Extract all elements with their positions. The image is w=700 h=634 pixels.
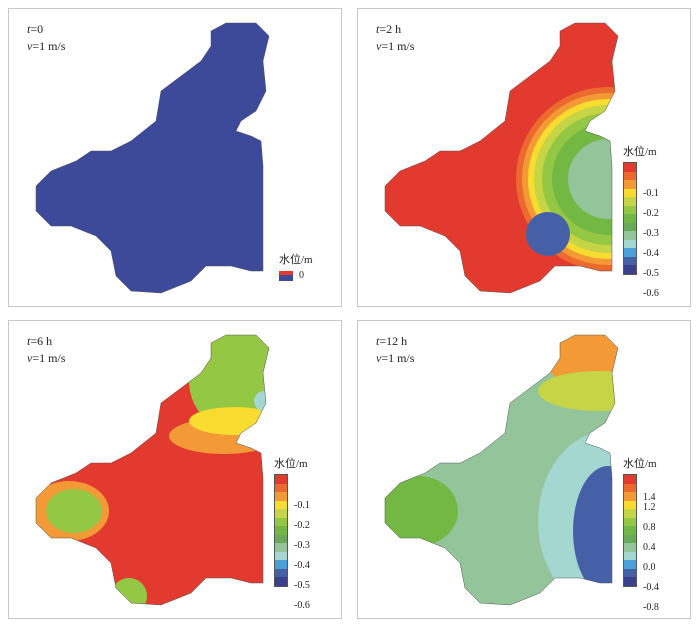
colorbar-swatch <box>624 239 636 248</box>
legend-tick: -0.6 <box>294 600 310 611</box>
colorbar-swatch <box>624 492 636 501</box>
legend-tick: -0.3 <box>643 228 659 239</box>
colorbar-swatch <box>275 492 287 501</box>
colorbar-swatch <box>624 222 636 231</box>
legend-tick: -0.5 <box>643 268 659 279</box>
colorbar-swatch <box>624 163 636 172</box>
legend-tick: -0.2 <box>294 520 310 531</box>
colorbar-swatch <box>275 560 287 569</box>
colorbar <box>623 162 637 275</box>
legend-tick: 1.2 <box>643 502 656 513</box>
panel-caption: t=6 h v=1 m/s <box>27 334 66 365</box>
colorbar-swatch <box>624 509 636 518</box>
legend-swatch <box>279 270 293 281</box>
colorbar-swatch <box>624 231 636 240</box>
legend-tick: 0.4 <box>643 542 656 553</box>
colorbar <box>623 474 637 587</box>
colorbar-swatch <box>275 526 287 535</box>
legend-tick: 0.8 <box>643 522 656 533</box>
map-panel-1: t=0 v=1 m/s 水位/m 0 <box>8 8 342 307</box>
colorbar-swatch <box>624 483 636 492</box>
legend-tick: 0.0 <box>643 562 656 573</box>
colorbar-swatch <box>275 577 287 586</box>
legend-tick: -0.4 <box>294 560 310 571</box>
legend-tick: -0.8 <box>643 602 659 613</box>
colorbar-swatch <box>624 265 636 274</box>
legend-title: 水位/m <box>623 146 657 158</box>
lake-water-level-map <box>384 22 619 294</box>
legend-title: 水位/m <box>623 458 657 470</box>
legend-tick: 1.4 <box>643 492 656 503</box>
colorbar-swatch <box>624 248 636 257</box>
colorbar-swatch <box>275 500 287 509</box>
legend-tick: -0.1 <box>643 188 659 199</box>
colorbar-swatch <box>624 577 636 586</box>
colorbar-swatch <box>624 205 636 214</box>
colorbar-swatch <box>275 534 287 543</box>
colorbar-legend: 水位/m -0.1 -0.2 -0.3 -0.4 -0.5 -0.6 <box>623 143 659 299</box>
colorbar-swatch <box>275 483 287 492</box>
legend-tick: 0 <box>299 270 304 281</box>
legend-tick: -0.4 <box>643 582 659 593</box>
colorbar-swatch <box>624 517 636 526</box>
colorbar-swatch <box>624 560 636 569</box>
colorbar-swatch <box>275 517 287 526</box>
map-panel-3: t=6 h v=1 m/s 水位/m -0.1 -0.2 -0.3 -0.4 -0.5 -0.6 <box>8 320 342 619</box>
panel-caption: t=0 v=1 m/s <box>27 22 66 53</box>
colorbar-swatch <box>624 180 636 189</box>
colorbar <box>274 474 288 587</box>
colorbar-swatch <box>624 568 636 577</box>
colorbar-swatch <box>275 475 287 484</box>
legend-tick: -0.3 <box>294 540 310 551</box>
colorbar-swatch <box>275 509 287 518</box>
colorbar-legend: 水位/m -0.1 -0.2 -0.3 -0.4 -0.5 -0.6 <box>274 455 310 611</box>
legend-tick: -0.6 <box>643 288 659 299</box>
colorbar-swatch <box>624 543 636 552</box>
panel-caption: t=12 h v=1 m/s <box>376 334 415 365</box>
colorbar-swatch <box>624 551 636 560</box>
legend-tick: -0.5 <box>294 580 310 591</box>
colorbar-legend: 水位/m 0 <box>279 251 313 281</box>
colorbar-swatch <box>624 256 636 265</box>
colorbar-swatch <box>624 475 636 484</box>
lake-water-level-map <box>35 334 270 606</box>
lake-water-level-map <box>384 334 619 606</box>
colorbar-swatch <box>624 214 636 223</box>
colorbar-swatch <box>275 568 287 577</box>
colorbar-swatch <box>624 526 636 535</box>
colorbar-swatch <box>275 543 287 552</box>
colorbar-swatch <box>624 171 636 180</box>
legend-tick: -0.2 <box>643 208 659 219</box>
panel-caption: t=2 h v=1 m/s <box>376 22 415 53</box>
legend-title: 水位/m <box>274 458 308 470</box>
map-panel-2: t=2 h v=1 m/s 水位/m -0.1 -0.2 -0.3 -0.4 -0.5 -0.6 <box>357 8 691 307</box>
legend-tick: -0.1 <box>294 500 310 511</box>
legend-tick: -0.4 <box>643 248 659 259</box>
colorbar-swatch <box>624 188 636 197</box>
map-panel-4: t=12 h v=1 m/s 水位/m 1.4 1.2 0.8 0.4 0.0 -0.4 -0.8 <box>357 320 691 619</box>
colorbar-swatch <box>624 197 636 206</box>
lake-water-level-map <box>35 22 270 294</box>
colorbar-swatch <box>275 551 287 560</box>
colorbar-legend: 水位/m 1.4 1.2 0.8 0.4 0.0 -0.4 -0.8 <box>623 455 659 613</box>
legend-title: 水位/m <box>279 254 313 266</box>
colorbar-swatch <box>624 500 636 509</box>
colorbar-swatch <box>624 534 636 543</box>
